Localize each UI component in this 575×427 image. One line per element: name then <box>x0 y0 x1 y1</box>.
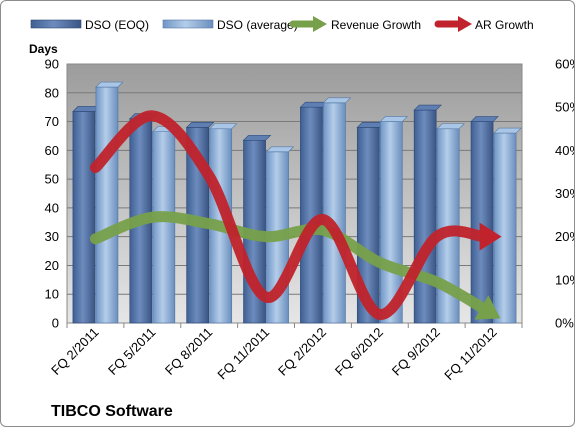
legend-label-revenue-growth: Revenue Growth <box>331 18 421 32</box>
bar-cap-dso-eoq <box>185 122 215 128</box>
bar-dso-eoq <box>72 111 96 324</box>
legend-item-ar-growth: AR Growth <box>434 16 534 32</box>
x-tick-label: FQ 6/2012 <box>332 325 386 379</box>
y-tick-label: 70 <box>45 114 59 129</box>
bar-dso-average <box>152 131 176 324</box>
x-tick-label: FQ 11/2012 <box>441 325 499 383</box>
y-tick-label: 90 <box>45 57 59 72</box>
arrowhead-ar-growth <box>479 222 502 251</box>
legend-arrowhead-ar-growth <box>458 16 472 32</box>
arrowhead-revenue-growth <box>474 295 501 320</box>
line-ar-growth <box>89 110 490 320</box>
bar-dso-average <box>323 102 346 324</box>
legend: DSO (EOQ) DSO (average) Revenue Growth A… <box>30 16 534 32</box>
legend-arrowhead-revenue-growth <box>313 16 327 32</box>
y-tick-label: 60 <box>45 143 59 158</box>
y2-tick-label: 10% <box>555 272 575 287</box>
bar-cap-dso-average <box>95 81 124 88</box>
x-tick-label: FQ 11/2011 <box>214 325 272 383</box>
bar-dso-average <box>95 86 119 324</box>
y2-tick-label: 0% <box>555 316 574 331</box>
bar-cap-dso-average <box>208 123 238 130</box>
legend-label-dso-average: DSO (average) <box>217 18 298 32</box>
legend-label-dso-eoq: DSO (EOQ) <box>85 18 149 32</box>
y-tick-label: 30 <box>45 229 59 244</box>
x-axis-ticks: FQ 2/2011 FQ 5/2011 FQ 8/2011 FQ 11/2011 FQ … <box>48 323 523 383</box>
bar-cap-dso-average <box>322 97 352 104</box>
y-tick-label: 80 <box>45 85 59 100</box>
bar-cap-dso-eoq <box>470 116 499 122</box>
bar-dso-average <box>493 132 517 324</box>
bar-dso-eoq <box>413 109 437 324</box>
y-tick-label: 20 <box>45 258 59 273</box>
bar-cap-dso-eoq <box>413 104 442 111</box>
x-tick-label: FQ 2/2012 <box>275 325 329 379</box>
y-axis-title: Days <box>29 42 58 56</box>
y-tick-label: 0 <box>52 316 59 331</box>
legend-label-ar-growth: AR Growth <box>475 18 534 32</box>
line-revenue-growth <box>89 211 491 315</box>
y2-axis-ticks: 0% 10% 20% 30% 40% 50% 60% <box>555 57 575 331</box>
legend-item-dso-eoq: DSO (EOQ) <box>30 18 149 32</box>
company-title: TIBCO Software <box>51 403 173 420</box>
bar-cap-dso-eoq <box>242 134 272 141</box>
legend-item-dso-average: DSO (average) <box>162 18 298 32</box>
bar-cap-dso-average <box>436 123 465 130</box>
y-tick-label: 40 <box>45 200 59 215</box>
bar-cap-dso-average <box>493 127 522 134</box>
x-tick-label: FQ 5/2011 <box>105 325 158 378</box>
x-tick-label: FQ 9/2012 <box>389 325 443 379</box>
bar-cap-dso-average <box>265 146 295 153</box>
y-axis-ticks: 0 10 20 30 40 50 60 70 80 90 <box>45 57 59 331</box>
legend-swatch-dso-average <box>162 19 214 29</box>
legend-item-revenue-growth: Revenue Growth <box>289 16 421 32</box>
y-tick-label: 10 <box>45 287 59 302</box>
x-tick-label: FQ 8/2011 <box>162 325 215 378</box>
y2-tick-label: 30% <box>555 186 575 201</box>
y2-tick-label: 40% <box>555 143 575 158</box>
y2-tick-label: 20% <box>555 229 575 244</box>
growth-lines <box>89 110 502 320</box>
y2-tick-label: 50% <box>555 100 575 115</box>
y2-tick-label: 60% <box>555 57 575 72</box>
y-tick-label: 50 <box>45 172 59 187</box>
x-tick-label: FQ 2/2011 <box>48 325 101 378</box>
legend-swatch-dso-eoq <box>30 19 82 29</box>
bar-cap-dso-average <box>379 116 409 122</box>
bar-dso-eoq <box>470 121 494 324</box>
